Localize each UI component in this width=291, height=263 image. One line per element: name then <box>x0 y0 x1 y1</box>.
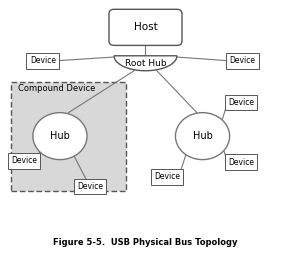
FancyBboxPatch shape <box>11 82 125 190</box>
Text: Hub: Hub <box>50 131 70 141</box>
Circle shape <box>33 113 87 160</box>
Text: Host: Host <box>134 22 157 32</box>
Polygon shape <box>114 56 177 71</box>
Text: Device: Device <box>77 182 103 191</box>
FancyBboxPatch shape <box>226 53 259 69</box>
FancyBboxPatch shape <box>26 53 59 69</box>
FancyBboxPatch shape <box>8 153 40 169</box>
FancyBboxPatch shape <box>74 179 106 194</box>
Text: Device: Device <box>228 98 254 107</box>
Text: Hub: Hub <box>193 131 212 141</box>
Text: Device: Device <box>30 56 56 65</box>
Text: Compound Device: Compound Device <box>18 84 95 93</box>
Text: Device: Device <box>230 56 255 65</box>
Text: Figure 5-5.  USB Physical Bus Topology: Figure 5-5. USB Physical Bus Topology <box>53 238 238 247</box>
FancyBboxPatch shape <box>151 169 183 185</box>
FancyBboxPatch shape <box>109 9 182 45</box>
Text: Device: Device <box>11 156 37 165</box>
Text: Device: Device <box>154 173 180 181</box>
FancyBboxPatch shape <box>225 154 257 170</box>
Circle shape <box>175 113 230 160</box>
FancyBboxPatch shape <box>225 95 257 110</box>
Text: Device: Device <box>228 158 254 166</box>
Text: Root Hub: Root Hub <box>125 59 166 68</box>
